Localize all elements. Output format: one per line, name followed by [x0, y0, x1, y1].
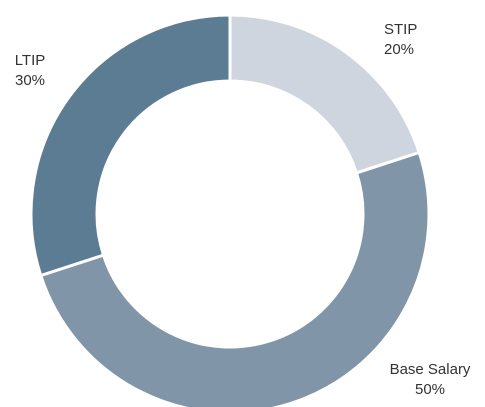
slice-label: STIP	[384, 21, 417, 38]
slice-value-label: 20%	[384, 41, 414, 58]
donut-slice	[38, 150, 431, 407]
donut-slice	[29, 13, 232, 278]
donut-slice	[228, 13, 422, 175]
slice-label: Base Salary	[390, 361, 471, 378]
slice-value-label: 50%	[415, 381, 445, 398]
slice-label: LTIP	[15, 52, 46, 69]
slice-value-label: 30%	[15, 72, 45, 89]
